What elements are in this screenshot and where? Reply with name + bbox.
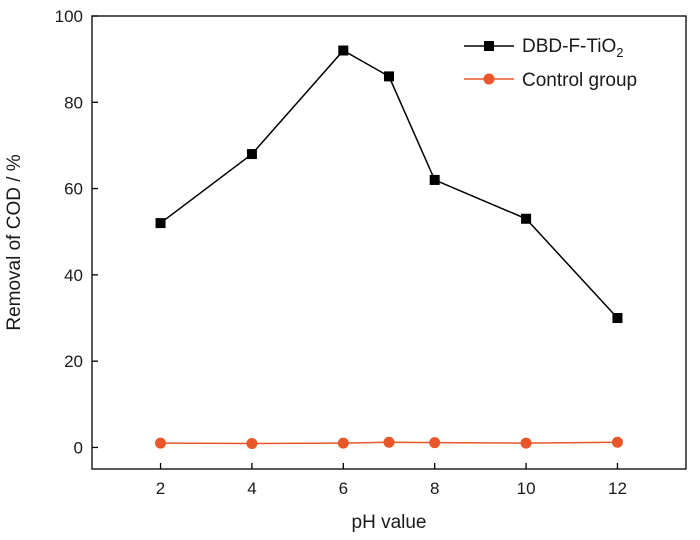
legend: DBD-F-TiO2 Control group [464, 36, 637, 91]
y-tick-label: 0 [74, 438, 83, 457]
legend-marker-dbd [484, 41, 494, 51]
x-tick-label: 4 [247, 479, 256, 498]
x-axis: 2 4 6 8 10 12 [156, 463, 627, 498]
data-point-circle [520, 437, 532, 449]
x-axis-title: pH value [352, 512, 427, 533]
data-point-square [429, 174, 440, 185]
data-point-circle [429, 437, 441, 449]
legend-label-control: Control group [522, 70, 637, 91]
y-tick-label: 100 [55, 7, 83, 26]
plot-frame [91, 15, 687, 470]
data-point-circle [611, 436, 623, 448]
data-point-circle [246, 438, 258, 450]
x-tick-label: 12 [608, 479, 627, 498]
data-point-square [246, 149, 257, 160]
legend-label-dbd-main: DBD-F-TiO [522, 36, 616, 57]
legend-marker-control [483, 73, 495, 85]
data-point-square [384, 71, 394, 82]
x-tick-label: 6 [339, 479, 348, 498]
data-point-circle [337, 437, 349, 449]
y-tick-label: 60 [64, 180, 83, 199]
data-point-square [612, 313, 623, 323]
x-tick-label: 2 [156, 479, 165, 498]
x-tick-label: 8 [430, 479, 439, 498]
data-point-circle [155, 437, 167, 449]
y-tick-label: 40 [64, 266, 83, 285]
y-axis-title: Removal of COD / % [4, 154, 25, 330]
data-point-square [155, 218, 166, 229]
y-axis: 0 20 40 60 80 100 [55, 7, 98, 457]
y-tick-label: 20 [64, 352, 83, 371]
data-point-square [338, 45, 349, 56]
y-tick-label: 80 [64, 93, 83, 112]
legend-label-dbd-subscript: 2 [616, 45, 623, 60]
series-layer [155, 45, 623, 450]
data-point-circle [383, 436, 395, 448]
legend-label-dbd: DBD-F-TiO2 [522, 36, 624, 60]
data-point-square [521, 213, 532, 224]
x-tick-label: 10 [517, 479, 536, 498]
